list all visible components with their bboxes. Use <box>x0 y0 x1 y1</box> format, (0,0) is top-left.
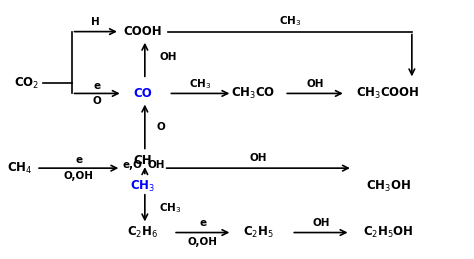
Text: CH$_3$: CH$_3$ <box>189 77 211 91</box>
Text: O,OH: O,OH <box>188 237 218 247</box>
Text: e: e <box>199 218 206 228</box>
Text: O,OH: O,OH <box>64 171 94 181</box>
Text: OH: OH <box>147 160 164 170</box>
Text: H: H <box>91 17 100 27</box>
Text: OH: OH <box>312 218 329 228</box>
Text: CH$_3$: CH$_3$ <box>159 201 182 215</box>
Text: e: e <box>75 155 82 165</box>
Text: OH: OH <box>249 153 267 163</box>
Text: e: e <box>93 81 100 91</box>
Text: O: O <box>93 96 101 106</box>
Text: e,O: e,O <box>123 160 143 170</box>
Text: COOH: COOH <box>123 25 162 38</box>
Text: C$_2$H$_5$OH: C$_2$H$_5$OH <box>363 225 413 240</box>
Text: CH$_3$CO: CH$_3$CO <box>231 86 275 101</box>
Text: CH$_3$COOH: CH$_3$COOH <box>356 86 420 101</box>
Text: OH: OH <box>159 52 176 62</box>
Text: OH: OH <box>306 79 324 89</box>
Text: CH$_3$OH: CH$_3$OH <box>366 179 410 194</box>
Text: CO: CO <box>133 87 152 100</box>
Text: C$_2$H$_6$: C$_2$H$_6$ <box>127 225 158 240</box>
Text: CH$_4$: CH$_4$ <box>7 161 32 176</box>
Text: CH: CH <box>133 154 152 167</box>
Text: CH$_3$: CH$_3$ <box>130 179 155 194</box>
Text: CO$_2$: CO$_2$ <box>14 76 39 91</box>
Text: CH$_3$: CH$_3$ <box>279 15 301 28</box>
Text: O: O <box>156 121 165 132</box>
Text: C$_2$H$_5$: C$_2$H$_5$ <box>243 225 273 240</box>
